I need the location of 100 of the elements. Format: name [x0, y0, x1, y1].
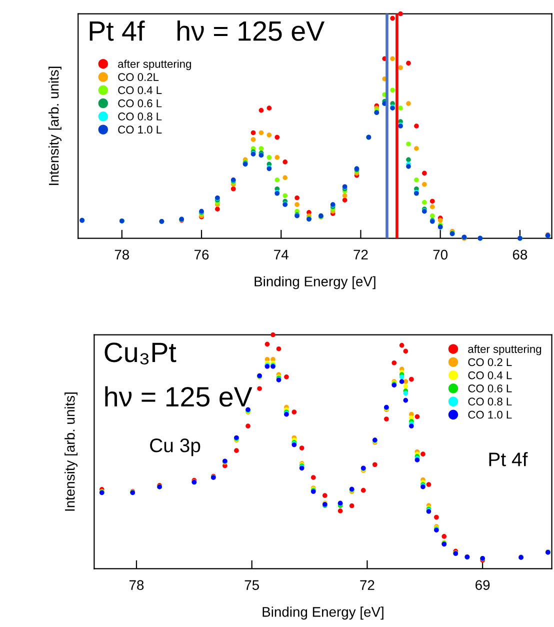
- point: [384, 416, 389, 422]
- point: [390, 16, 395, 21]
- point: [390, 88, 395, 93]
- legend-label: after sputtering: [118, 60, 191, 70]
- annotation: Cu 3p: [150, 438, 200, 456]
- point: [409, 376, 414, 382]
- point: [409, 424, 414, 428]
- point: [338, 508, 343, 514]
- point: [414, 146, 419, 151]
- point: [250, 130, 256, 136]
- x-tick-label: 72: [354, 250, 368, 260]
- point: [215, 206, 220, 212]
- point: [274, 155, 280, 160]
- point: [406, 142, 411, 146]
- point: [406, 164, 411, 169]
- point: [342, 198, 348, 203]
- legend-label: CO 0.2L: [118, 73, 159, 82]
- point: [230, 186, 236, 192]
- x-tick-label: 75: [244, 580, 259, 590]
- point: [430, 213, 435, 218]
- legend-label: CO 1.0 L: [118, 126, 162, 134]
- point: [270, 332, 276, 338]
- point: [276, 346, 282, 352]
- point: [406, 101, 411, 106]
- point: [420, 452, 426, 456]
- point: [430, 204, 435, 210]
- x-tick-label: 72: [360, 580, 374, 590]
- point: [349, 503, 354, 508]
- x-tick-label: 74: [274, 250, 288, 260]
- point: [414, 177, 419, 182]
- point: [414, 124, 419, 128]
- x-axis-title: Binding Energy [eV]: [262, 606, 384, 620]
- point: [399, 379, 404, 384]
- point: [360, 488, 366, 493]
- annotation: Pt 4f: [489, 452, 528, 466]
- legend-label: CO 0.6 L: [118, 99, 162, 108]
- x-tick-label: 78: [129, 580, 144, 590]
- point: [390, 56, 395, 62]
- point: [422, 200, 427, 205]
- point: [264, 342, 270, 347]
- legend-label: CO 0.6 L: [468, 384, 512, 392]
- legend-label: CO 0.4 L: [468, 371, 512, 380]
- legend-label: CO 1.0 L: [468, 410, 512, 419]
- point: [392, 360, 397, 366]
- legend-label: CO 0.2 L: [468, 358, 512, 366]
- point: [294, 202, 300, 207]
- point: [442, 534, 447, 539]
- x-tick-label: 69: [476, 580, 490, 590]
- point: [399, 342, 404, 348]
- point: [266, 106, 272, 110]
- point: [398, 65, 403, 70]
- legend-label: CO 0.4 L: [118, 86, 162, 94]
- point: [266, 155, 272, 160]
- x-tick-label: 78: [114, 250, 130, 260]
- point: [294, 195, 300, 200]
- point: [399, 374, 404, 380]
- point: [414, 414, 420, 420]
- point: [403, 384, 408, 389]
- point: [403, 348, 408, 354]
- point: [422, 170, 427, 176]
- point: [234, 448, 239, 453]
- point: [430, 198, 435, 204]
- point: [292, 410, 297, 414]
- chart-title: Pt 4f hν = 125 eV: [90, 20, 324, 41]
- point: [406, 60, 411, 66]
- point: [342, 193, 348, 198]
- point: [258, 146, 264, 151]
- point: [284, 374, 289, 380]
- point: [422, 182, 427, 187]
- point: [322, 493, 328, 498]
- point: [310, 475, 316, 480]
- point: [282, 193, 288, 198]
- point: [403, 390, 408, 396]
- point: [250, 137, 256, 142]
- point: [246, 424, 250, 428]
- point: [274, 177, 280, 182]
- x-tick-label: 70: [433, 250, 448, 260]
- x-tick-label: 68: [512, 250, 528, 260]
- point: [434, 514, 439, 520]
- y-axis-title: Intensity [arb. units]: [48, 66, 62, 185]
- point: [258, 108, 264, 113]
- point: [299, 446, 304, 450]
- point: [372, 462, 378, 468]
- legend-label: CO 0.8 L: [118, 112, 162, 120]
- point: [282, 175, 288, 180]
- point: [403, 398, 408, 403]
- text: hν = 125 eV: [105, 386, 252, 407]
- point: [438, 218, 443, 223]
- point: [274, 134, 280, 140]
- x-axis-title: Binding Energy [eV]: [254, 276, 376, 290]
- chart-title: Cu₃Pt: [104, 342, 176, 364]
- point: [257, 386, 262, 392]
- point: [266, 132, 272, 138]
- legend-label: after sputtering: [468, 344, 542, 356]
- point: [398, 106, 403, 110]
- point: [406, 157, 411, 162]
- x-tick-label: 76: [194, 250, 209, 260]
- y-axis-title: Intensity [arb. units]: [64, 392, 78, 511]
- point: [258, 130, 264, 136]
- point: [426, 482, 432, 487]
